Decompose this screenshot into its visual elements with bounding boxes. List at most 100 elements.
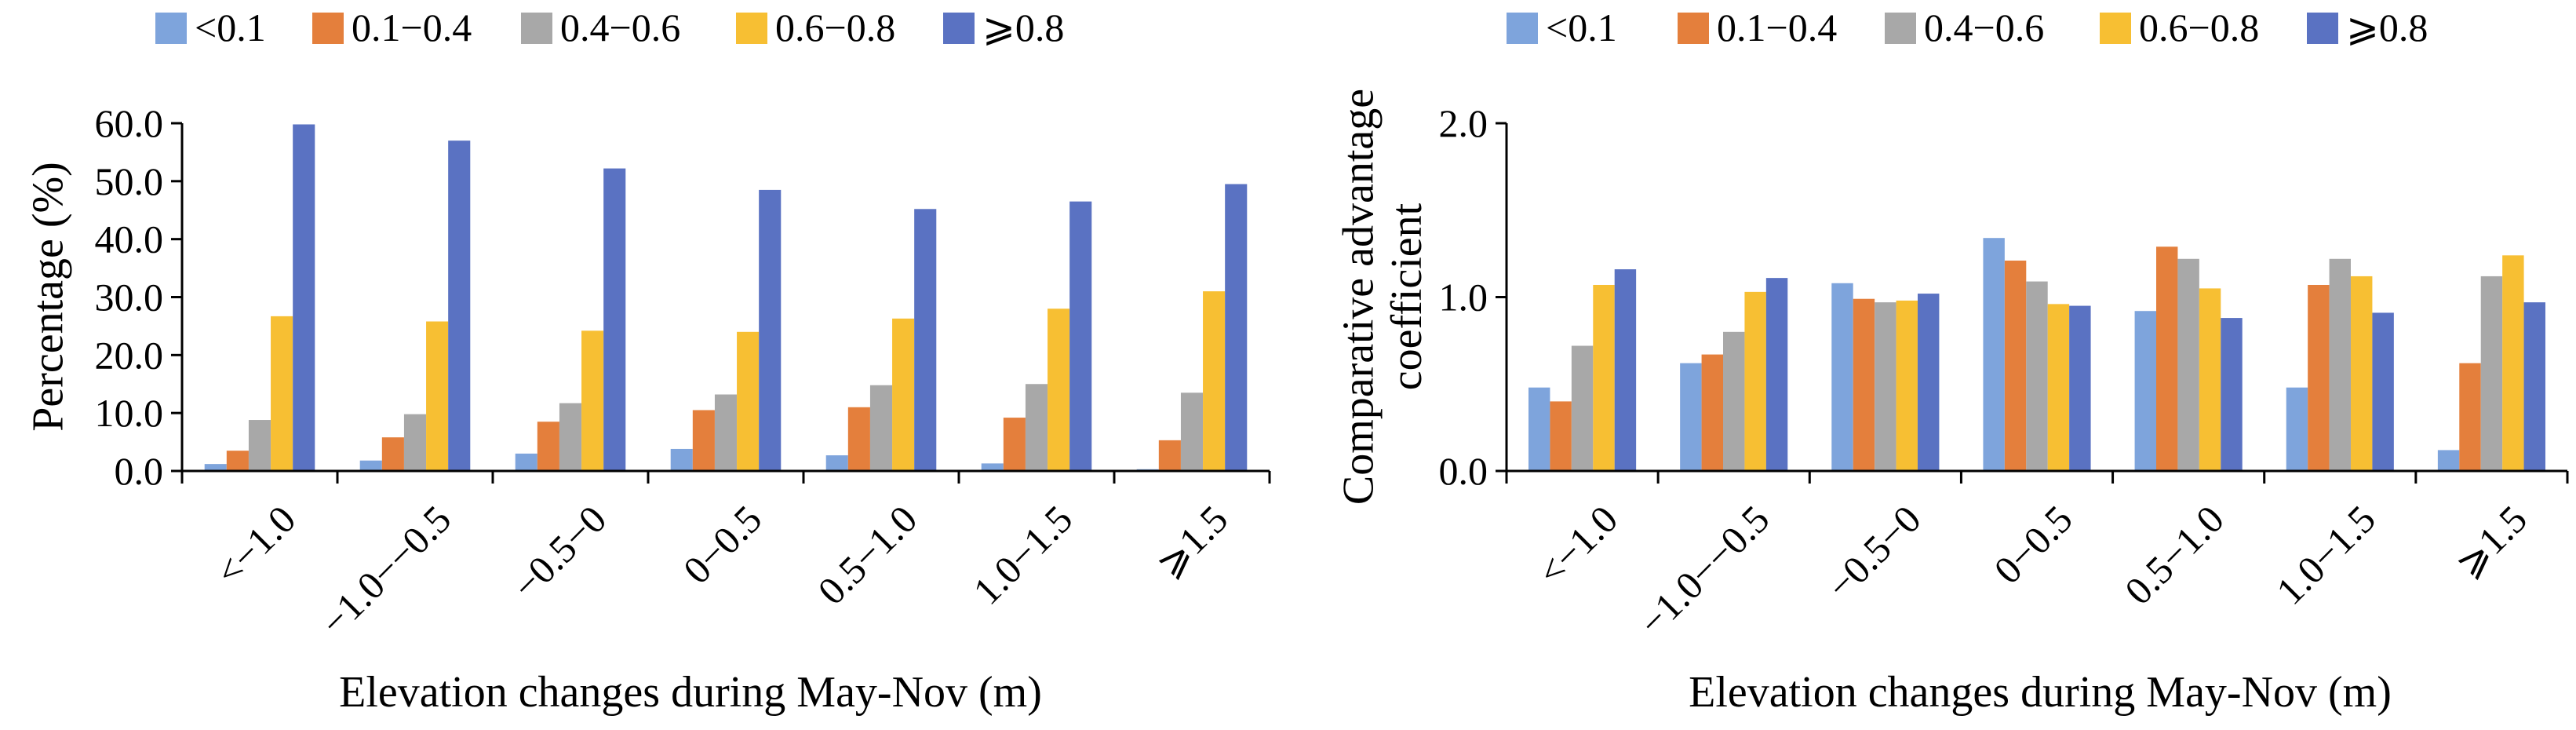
bar-right-cat4-s2 (2004, 260, 2027, 471)
x-tick-label: 0−0.5 (1985, 497, 2080, 592)
bar-right-cat2-s2 (1701, 354, 1724, 471)
x-tick-label: <−1.0 (207, 497, 304, 594)
bar-right-cat7-s1 (2437, 450, 2460, 471)
y-tick-label: 1.0 (1439, 276, 1488, 319)
legend-label-4: 0.6−0.8 (775, 5, 895, 49)
bar-left-cat4-s5 (759, 189, 782, 472)
bar-left-cat7-s2 (1158, 440, 1181, 471)
y-tick-label: 50.0 (95, 159, 164, 203)
bar-left-cat6-s1 (981, 463, 1004, 471)
bar-left-cat7-s5 (1225, 184, 1248, 471)
bar-left-cat5-s5 (914, 209, 937, 471)
bar-right-cat3-s2 (1853, 298, 1875, 471)
bar-left-cat4-s3 (714, 394, 738, 471)
legend-swatch-3 (521, 13, 552, 44)
bar-left-cat4-s2 (692, 410, 715, 471)
bar-left-cat1-s1 (204, 464, 227, 471)
bar-left-cat1-s4 (271, 316, 293, 471)
bar-right-cat1-s5 (1614, 269, 1637, 471)
x-axis-title: Elevation changes during May-Nov (m) (1689, 668, 2392, 717)
legend-swatch-2 (1678, 13, 1709, 44)
bar-right-cat4-s3 (2026, 281, 2048, 471)
x-axis-title: Elevation changes during May-Nov (m) (339, 668, 1042, 717)
legend-swatch-5 (943, 13, 975, 44)
x-tick-label: −1.0−−0.5 (312, 497, 459, 644)
bar-right-cat7-s2 (2459, 363, 2481, 471)
x-tick-label: −0.5−0 (1818, 497, 1929, 608)
x-tick-label: ⩾1.5 (1147, 497, 1236, 586)
bar-left-cat3-s5 (603, 168, 626, 471)
bar-right-cat3-s5 (1917, 294, 1940, 471)
bar-left-cat4-s1 (670, 448, 693, 471)
legend-label-3: 0.4−0.6 (560, 5, 680, 49)
bar-right-cat4-s4 (2047, 304, 2070, 471)
y-tick-label: 20.0 (95, 333, 164, 377)
bar-right-cat4-s5 (2069, 305, 2091, 471)
bar-left-cat2-s3 (403, 414, 427, 471)
legend-swatch-5 (2307, 13, 2338, 44)
x-tick-label: 1.0−1.5 (2268, 497, 2384, 613)
x-tick-label: <−1.0 (1529, 497, 1627, 594)
y-tick-label: 40.0 (95, 217, 164, 261)
bar-left-cat5-s1 (825, 455, 848, 471)
bar-left-cat6-s5 (1069, 201, 1092, 471)
y-axis-title: Comparative advantagecoefficient (1335, 89, 1432, 505)
bar-right-cat7-s3 (2480, 276, 2503, 471)
legend-swatch-4 (736, 13, 767, 44)
bar-right-cat5-s1 (2134, 311, 2157, 471)
bar-left-cat4-s4 (737, 331, 760, 471)
bar-left-cat5-s4 (892, 318, 915, 471)
legend-label-2: 0.1−0.4 (1717, 5, 1837, 49)
bar-right-cat7-s5 (2523, 302, 2545, 471)
bar-right-cat3-s3 (1875, 302, 1896, 471)
legend-label-1: <0.1 (195, 5, 266, 49)
bar-right-cat7-s4 (2502, 255, 2524, 471)
bar-right-cat1-s2 (1550, 401, 1572, 471)
bar-left-cat1-s3 (248, 420, 271, 471)
y-tick-label: 2.0 (1439, 101, 1488, 145)
bar-right-cat5-s4 (2199, 288, 2221, 471)
bar-left-cat6-s2 (1003, 418, 1026, 471)
x-tick-label: ⩾1.5 (2447, 497, 2535, 586)
bar-left-cat3-s4 (581, 330, 604, 471)
legend-swatch-4 (2100, 13, 2131, 44)
legend-label-3: 0.4−0.6 (1924, 5, 2044, 49)
y-tick-label: 60.0 (95, 101, 164, 145)
bar-left-cat3-s1 (515, 453, 537, 471)
legend-swatch-2 (312, 13, 344, 44)
legend-label-2: 0.1−0.4 (352, 5, 472, 49)
bar-right-cat6-s4 (2350, 276, 2373, 471)
legend-swatch-1 (1507, 13, 1538, 44)
bar-left-cat5-s2 (847, 407, 870, 471)
chart-comparative-advantage: <0.1 0.1−0.4 0.4−0.6 0.6−0.8 ⩾0.8 0.0 1.0 2.0 <−… (1335, 5, 2569, 717)
bar-right-cat2-s3 (1723, 331, 1745, 471)
x-tick-label: 0.5−1.0 (809, 497, 925, 613)
bar-left-cat2-s1 (359, 460, 382, 471)
x-tick-label: −0.5−0 (504, 497, 614, 608)
bar-right-cat6-s3 (2329, 258, 2351, 471)
bar-right-cat5-s2 (2156, 246, 2178, 471)
bar-left-cat2-s2 (381, 437, 404, 471)
bar-right-cat1-s3 (1571, 345, 1594, 471)
legend-label-4: 0.6−0.8 (2139, 5, 2259, 49)
bar-right-cat6-s2 (2308, 284, 2330, 471)
legend-swatch-1 (155, 13, 187, 44)
bar-right-cat3-s1 (1831, 283, 1853, 471)
y-tick-label: 0.0 (1439, 449, 1488, 493)
bar-right-cat6-s5 (2372, 312, 2394, 471)
bar-left-cat6-s3 (1025, 384, 1048, 471)
chart-percentage: <0.1 0.1−0.4 0.4−0.6 0.6−0.8 ⩾0.8 0.0 10.0 20.0… (24, 5, 1271, 717)
bar-right-cat2-s1 (1680, 363, 1702, 471)
bar-left-cat7-s3 (1180, 392, 1204, 471)
y-tick-label: 0.0 (115, 449, 164, 493)
bar-left-cat6-s4 (1048, 308, 1070, 471)
y-tick-label: 10.0 (95, 391, 164, 435)
bar-left-cat3-s2 (537, 422, 559, 471)
bar-right-cat3-s4 (1896, 300, 1918, 471)
legend-label-5: ⩾0.8 (2346, 5, 2428, 49)
bar-right-cat1-s1 (1528, 387, 1550, 471)
bar-right-cat2-s4 (1744, 291, 1766, 471)
bar-right-cat4-s1 (1983, 238, 2005, 471)
y-axis-title: Percentage (%) (24, 162, 73, 432)
bar-left-cat1-s2 (226, 451, 249, 471)
